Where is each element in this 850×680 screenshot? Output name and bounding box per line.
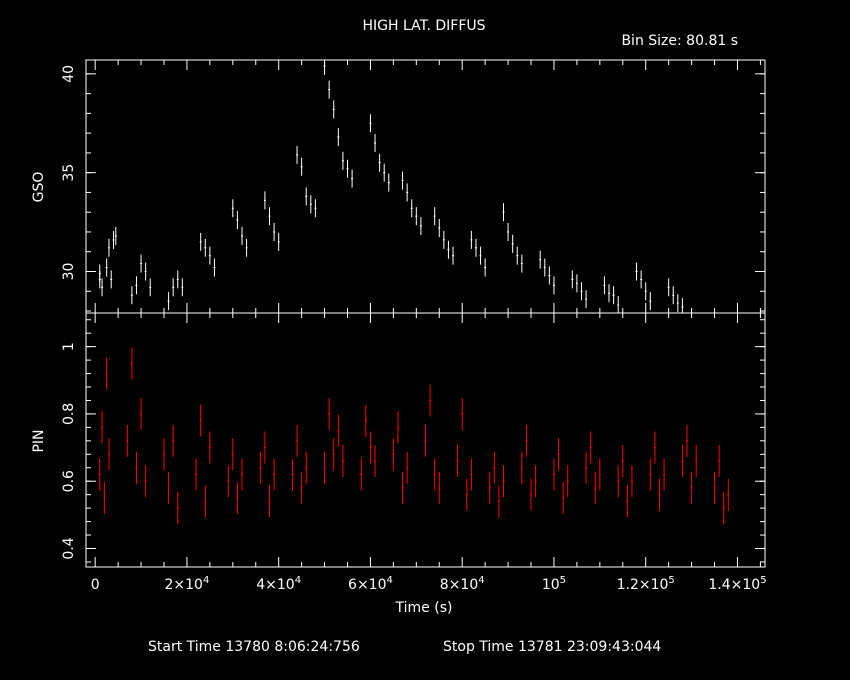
pin-ticks: 0.4 0.6 0.8 1 0 2×104 4×104 6×104 8×104 105 1.2×10… xyxy=(61,313,767,593)
bin-size-label: Bin Size: 80.81 s xyxy=(621,33,738,49)
gso-ytick-label: 35 xyxy=(61,164,77,182)
pin-axis-label: PIN xyxy=(31,429,47,452)
gso-ytick-label: 30 xyxy=(61,263,77,281)
x-tick-label: 6×104 xyxy=(348,575,393,593)
gso-ytick-label: 40 xyxy=(61,65,77,83)
pin-ytick-label: 1 xyxy=(61,342,77,351)
x-tick-label: 0 xyxy=(91,577,100,593)
gso-axis-label: GSO xyxy=(31,172,47,203)
gso-ticks: 30 35 40 xyxy=(61,60,765,313)
pin-panel-frame xyxy=(85,312,766,568)
stop-time-label: Stop Time 13781 23:09:43:044 xyxy=(443,639,661,655)
x-tick-label: 1.4×105 xyxy=(708,575,766,593)
gso-panel-frame xyxy=(85,59,766,314)
chart-title: HIGH LAT. DIFFUS xyxy=(362,18,485,34)
x-tick-label: 105 xyxy=(542,575,566,593)
gso-panel: 30 35 40 GSO xyxy=(31,59,766,314)
gso-data-marks xyxy=(98,60,684,313)
x-tick-label: 2×104 xyxy=(165,575,210,593)
start-time-label: Start Time 13780 8:06:24:756 xyxy=(148,639,360,655)
pin-data-marks xyxy=(98,347,730,525)
pin-ytick-label: 0.6 xyxy=(61,470,77,492)
x-tick-label: 4×104 xyxy=(256,575,301,593)
x-tick-label: 1.2×105 xyxy=(617,575,675,593)
x-axis-label: Time (s) xyxy=(395,600,453,616)
x-tick-label: 8×104 xyxy=(440,575,485,593)
pin-ytick-label: 0.4 xyxy=(61,537,77,559)
pin-panel: 0.4 0.6 0.8 1 0 2×104 4×104 6×104 8×104 105 1.2×10… xyxy=(31,312,767,616)
pin-ytick-label: 0.8 xyxy=(61,403,77,425)
